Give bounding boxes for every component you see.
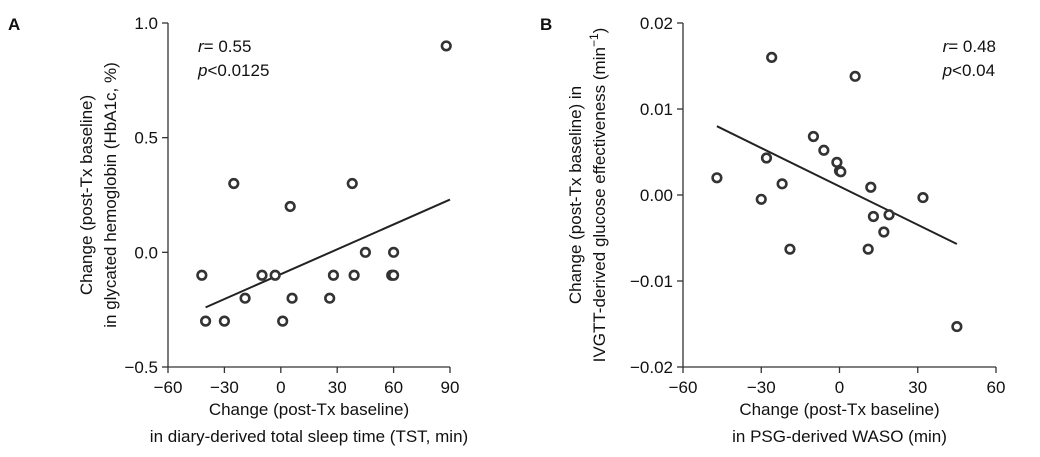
x-tick-label: 30 bbox=[908, 378, 927, 397]
y-label-superscript: −1 bbox=[587, 33, 601, 47]
x-tick-label: 60 bbox=[384, 378, 403, 397]
y-axis-label-line1: Change (post-Tx baseline) in bbox=[566, 86, 585, 304]
data-point bbox=[951, 320, 963, 333]
data-point bbox=[883, 209, 895, 221]
y-axis-label-line1: Change (post-Tx baseline) bbox=[77, 95, 96, 295]
data-point bbox=[196, 269, 208, 281]
data-point bbox=[388, 269, 400, 281]
data-point bbox=[269, 269, 281, 281]
trend-line bbox=[205, 198, 451, 309]
data-point bbox=[239, 292, 251, 304]
r-annotation: r= 0.55 bbox=[198, 37, 251, 56]
x-axis-label-line1: Change (post-Tx baseline) bbox=[209, 400, 409, 419]
data-point bbox=[784, 243, 796, 255]
y-tick-label: 0.5 bbox=[134, 129, 158, 148]
data-point bbox=[286, 292, 298, 304]
x-tick-label: −60 bbox=[154, 378, 183, 397]
data-point bbox=[327, 269, 340, 281]
data-point bbox=[878, 226, 890, 238]
p-symbol: p bbox=[197, 61, 207, 80]
data-point bbox=[440, 40, 452, 52]
x-axis-label-line2: in diary-derived total sleep time (TST, … bbox=[150, 427, 468, 446]
data-point bbox=[831, 156, 843, 168]
r-annotation: r= 0.48 bbox=[943, 37, 996, 56]
x-tick-label: 30 bbox=[328, 378, 347, 397]
p-value: <0.04 bbox=[952, 61, 995, 80]
panel-a: A −0.5 0.0 0.5 1.0 −60 −30 0 30 60 90 r= 0.55 p<0.01… bbox=[8, 14, 468, 446]
data-point bbox=[849, 70, 861, 82]
data-point bbox=[277, 315, 289, 327]
data-point bbox=[766, 51, 778, 64]
r-value: = 0.48 bbox=[948, 37, 996, 56]
data-point bbox=[348, 269, 360, 281]
data-point bbox=[200, 315, 212, 327]
y-tick-label: 0.00 bbox=[640, 186, 673, 205]
data-point bbox=[818, 144, 830, 156]
data-point bbox=[776, 178, 788, 190]
p-value: <0.0125 bbox=[207, 61, 269, 80]
data-point bbox=[862, 243, 874, 255]
x-tick-label: 0 bbox=[835, 378, 844, 397]
data-point bbox=[284, 200, 296, 213]
data-point bbox=[228, 177, 240, 190]
x-tick-label: 60 bbox=[987, 378, 1006, 397]
data-point bbox=[835, 166, 847, 178]
y-tick-label: 0.0 bbox=[134, 243, 158, 262]
panel-label: B bbox=[540, 15, 552, 34]
data-point bbox=[807, 130, 820, 143]
x-tick-label: 90 bbox=[441, 378, 460, 397]
data-point bbox=[917, 191, 929, 204]
y-axis-label-line2: IVGTT-derived glucose effectiveness (min… bbox=[587, 28, 609, 363]
r-symbol: r bbox=[943, 37, 950, 56]
r-symbol: r bbox=[198, 37, 205, 56]
data-point bbox=[865, 181, 877, 193]
x-tick-label: −30 bbox=[747, 378, 776, 397]
data-point bbox=[218, 315, 230, 327]
p-symbol: p bbox=[942, 61, 952, 80]
y-label-close: ) bbox=[590, 28, 609, 34]
y-axis-label-line2: in glycated hemoglobin (HbA1c, %) bbox=[101, 62, 120, 328]
data-point bbox=[760, 152, 773, 164]
r-value: = 0.55 bbox=[204, 37, 252, 56]
p-annotation: p<0.04 bbox=[942, 61, 995, 80]
panel-b: B −0.02 −0.01 0.00 0.01 0.02 −60 −30 0 30 60 r= 0.4… bbox=[540, 14, 1005, 446]
p-annotation: p<0.0125 bbox=[197, 61, 269, 80]
x-tick-label: −30 bbox=[210, 378, 239, 397]
y-tick-label: 0.02 bbox=[640, 14, 673, 33]
panel-label: A bbox=[8, 15, 20, 34]
data-point bbox=[346, 177, 358, 190]
y-tick-label: −0.5 bbox=[124, 358, 158, 377]
x-tick-label: −60 bbox=[669, 378, 698, 397]
data-point bbox=[755, 193, 767, 205]
data-point bbox=[711, 172, 723, 184]
trend-line bbox=[716, 125, 958, 245]
y-tick-label: 1.0 bbox=[134, 14, 158, 33]
data-point bbox=[359, 246, 372, 258]
data-point bbox=[256, 269, 268, 281]
data-point bbox=[867, 210, 880, 223]
x-axis-label-line2: in PSG-derived WASO (min) bbox=[732, 427, 947, 446]
y-tick-label: −0.02 bbox=[630, 358, 673, 377]
data-point bbox=[388, 246, 400, 258]
x-tick-label: 0 bbox=[276, 378, 285, 397]
x-axis-label-line1: Change (post-Tx baseline) bbox=[739, 400, 939, 419]
y-label-text: IVGTT-derived glucose effectiveness (min bbox=[590, 47, 609, 362]
y-tick-label: 0.01 bbox=[640, 100, 673, 119]
y-tick-label: −0.01 bbox=[630, 272, 673, 291]
data-point bbox=[324, 292, 336, 304]
